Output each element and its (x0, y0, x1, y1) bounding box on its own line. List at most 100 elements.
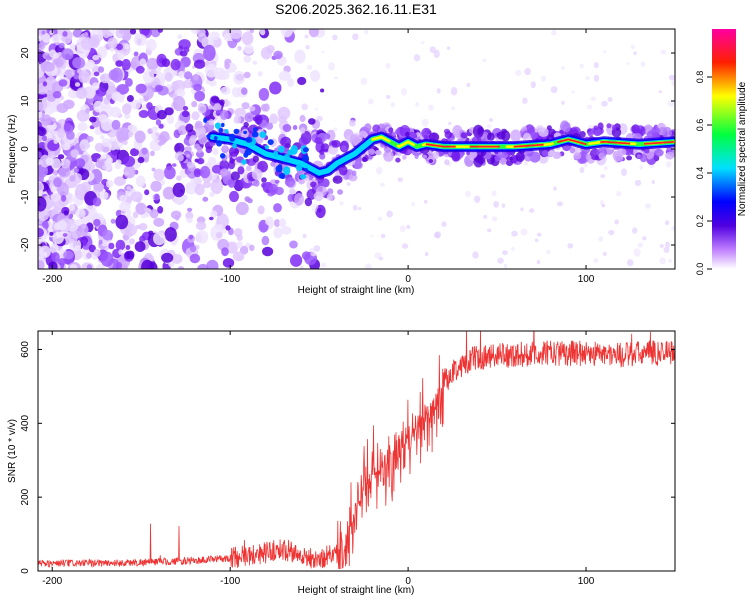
spectrogram-cell (327, 188, 334, 195)
spectrogram-cell (193, 74, 199, 81)
spectrogram-cell (294, 49, 306, 64)
spectrogram-cell (119, 194, 127, 202)
spectrogram-cell (472, 251, 479, 259)
spectrogram-cell (208, 119, 215, 126)
spectrogram-cell (153, 168, 165, 181)
spectrogram-cell (474, 195, 481, 203)
spectrogram-xtick-label: -100 (220, 274, 240, 285)
spectrogram-cell (448, 121, 452, 126)
snr-ytick-label: 200 (20, 488, 31, 505)
spectrogram-cell (70, 149, 79, 158)
spectrogram-cell (432, 151, 440, 159)
spectrogram-cell (237, 166, 245, 175)
spectrogram-cell (613, 153, 623, 162)
spectrogram-cell (224, 62, 230, 70)
spectrogram-cell (536, 260, 541, 265)
spectrogram-cell (331, 140, 341, 148)
spectrogram-cell (421, 127, 432, 139)
spectrogram-cell (150, 29, 161, 38)
spectrogram-cell (38, 182, 43, 191)
spectrogram-cell (506, 160, 513, 167)
spectrogram-cell (218, 127, 224, 133)
spectrogram-cell (451, 150, 461, 162)
spectrogram-cell (127, 131, 134, 138)
spectrogram-cell (571, 90, 575, 94)
spectrogram-cell (465, 190, 471, 198)
spectrogram-cell (81, 217, 88, 224)
spectrogram-cell (236, 241, 243, 249)
spectrogram-cell (407, 149, 413, 155)
spectrogram-cell (428, 159, 433, 163)
spectrogram-cell (187, 207, 193, 212)
spectrogram-cell (257, 160, 268, 173)
spectrogram-cell (203, 118, 208, 123)
spectrogram-cell (234, 107, 246, 118)
spectrogram-cell (209, 31, 220, 41)
spectrogram-cell (433, 49, 440, 59)
spectrogram-cell (53, 170, 59, 176)
spectrogram-cell (139, 58, 147, 67)
spectrogram-cell (587, 131, 594, 137)
spectrogram-cell (529, 208, 535, 213)
spectrogram-cell (249, 244, 255, 251)
spectrogram-cell (124, 78, 133, 87)
spectrogram-cell (405, 131, 410, 137)
spectrogram-cell (220, 86, 231, 95)
spectrogram-cell (599, 200, 604, 205)
spectrogram-cell (380, 182, 385, 187)
spectrogram-cell (243, 121, 249, 128)
spectrogram-cell (667, 100, 675, 107)
spectrogram-cell (352, 204, 358, 211)
spectrogram-cell (172, 95, 186, 112)
spectrogram-cell (151, 126, 158, 132)
spectrogram-cell (107, 136, 119, 151)
spectrogram-cell (654, 148, 664, 157)
spectrogram-cell (593, 62, 599, 69)
spectrogram-cell (221, 247, 229, 257)
spectrogram-cell (42, 81, 48, 87)
spectrogram-cell (42, 135, 47, 142)
spectrogram-cell (123, 165, 136, 179)
spectrogram-cell (194, 90, 206, 102)
spectrogram-cell (665, 151, 675, 160)
spectrogram-cell (633, 248, 641, 257)
spectrogram-cell (159, 131, 170, 143)
spectrogram-cell (38, 164, 49, 178)
spectrogram-cell (213, 103, 222, 111)
spectrogram-cell (62, 31, 68, 37)
spectrogram-cell (377, 216, 383, 221)
spectrogram-cell (252, 131, 259, 138)
spectrogram-cell (146, 102, 153, 110)
spectrogram-cell (341, 145, 347, 151)
spectrogram-cell (58, 258, 66, 266)
spectrogram-cell (269, 113, 278, 125)
spectrogram-cell (49, 30, 54, 36)
spectrogram-cell (339, 201, 344, 206)
spectrogram-cell (421, 118, 429, 127)
colorbar-label: Normalized spectral amplitude (737, 81, 748, 216)
spectrogram-cell (295, 164, 303, 172)
spectrogram-cell (116, 43, 123, 51)
spectrogram-cell (98, 239, 103, 245)
spectrogram-cell (146, 39, 157, 52)
spectrogram-cell (119, 201, 131, 212)
spectrogram-cell (472, 124, 484, 139)
spectrogram-cell (647, 130, 655, 140)
spectrogram-cell (395, 157, 401, 163)
spectrogram-cell (144, 189, 150, 196)
spectrogram-cell (663, 246, 670, 253)
spectrogram-cell (206, 134, 211, 139)
figure-title: S206.2025.362.16.11.E31 (275, 1, 437, 17)
spectrogram-cell (352, 33, 359, 41)
spectrogram-cell (640, 61, 646, 67)
spectrogram-cell (58, 154, 65, 160)
spectrogram-cell (639, 164, 644, 170)
spectrogram-cell (636, 154, 641, 159)
spectrogram-cell (294, 193, 304, 206)
spectrogram-cell (614, 219, 619, 225)
spectrogram-cell (150, 180, 162, 192)
spectrogram-cell (253, 127, 257, 133)
spectrogram-cell (541, 75, 547, 82)
spectrogram-cell (267, 139, 274, 146)
